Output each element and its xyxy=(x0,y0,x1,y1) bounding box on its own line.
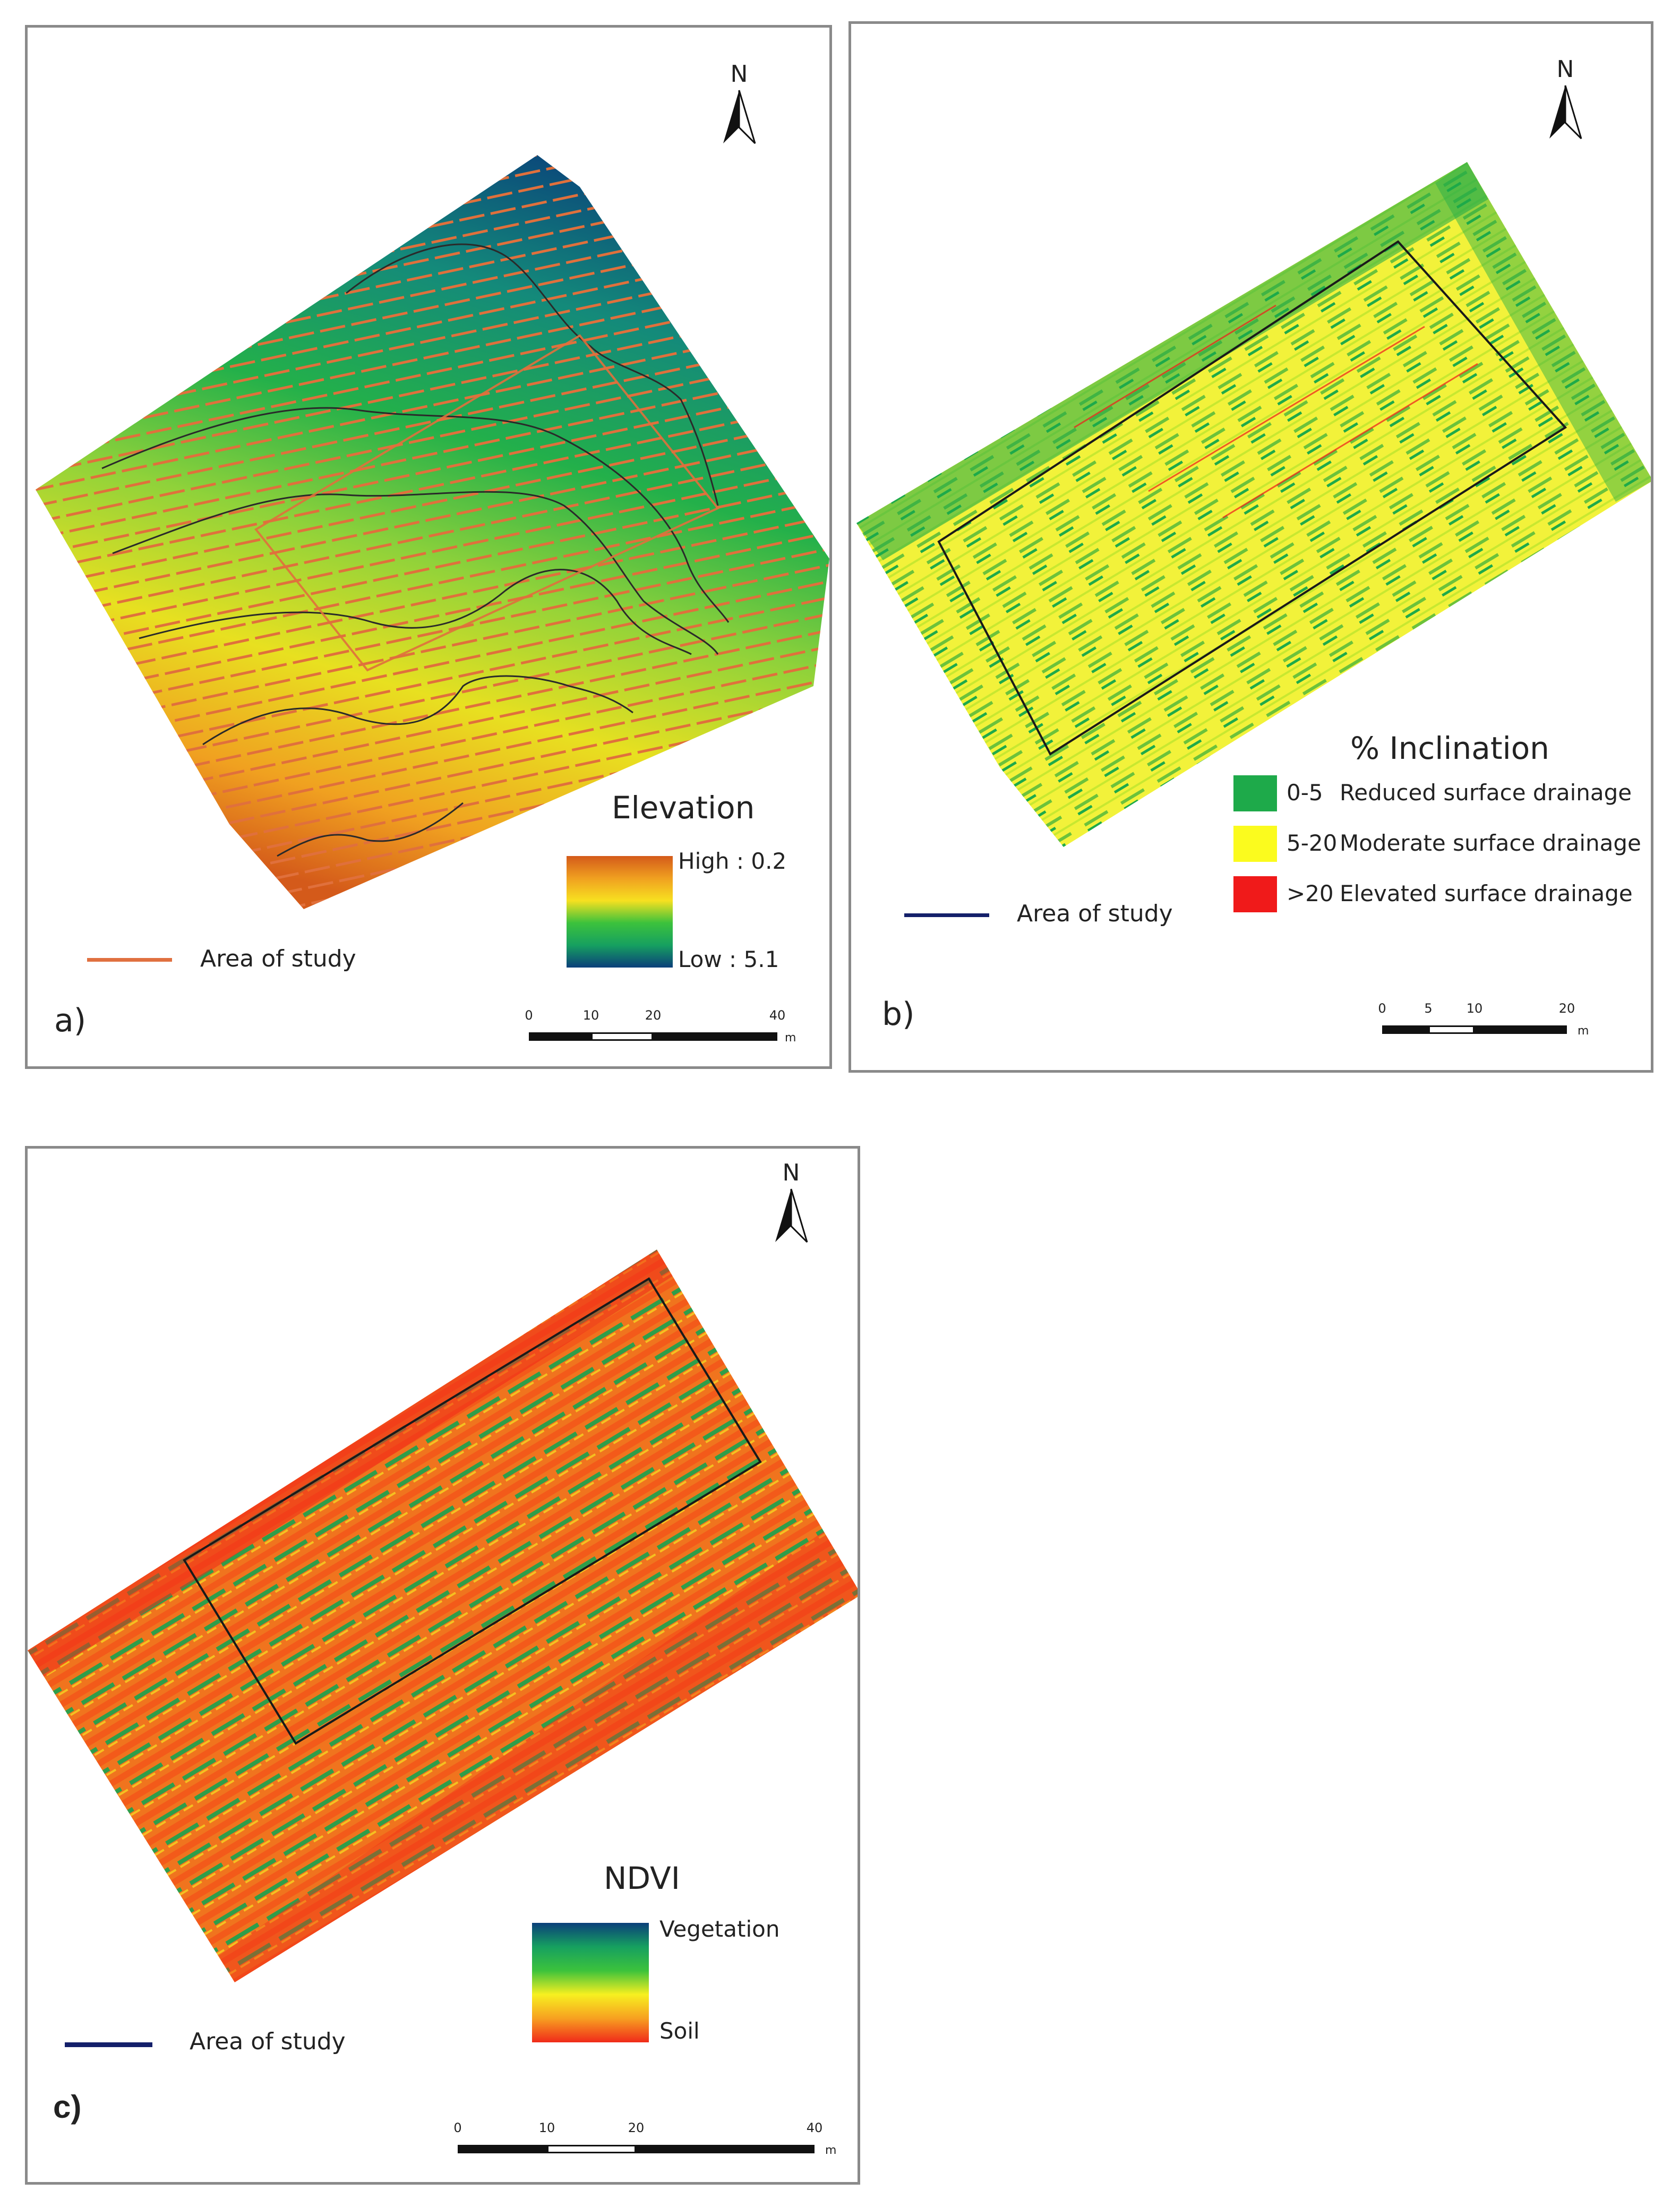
class-description: Moderate surface drainage xyxy=(1340,830,1641,856)
scale-tick: 10 xyxy=(1466,1001,1483,1016)
elevation-color-ramp xyxy=(567,856,673,968)
panel-b-inclination-map: N % Inclination 0-5 Reduced surface drai… xyxy=(848,21,1653,1073)
scale-tick: 20 xyxy=(1558,1001,1575,1016)
scale-segment xyxy=(636,2145,815,2153)
scale-segment xyxy=(458,2145,547,2153)
inclination-class-row: 5-20 Moderate surface drainage xyxy=(1233,826,1648,862)
elevation-raster xyxy=(36,155,829,909)
inclination-class-row: >20 Elevated surface drainage xyxy=(1233,876,1648,912)
class-swatch xyxy=(1233,876,1277,912)
class-swatch xyxy=(1233,826,1277,862)
north-arrow-icon xyxy=(775,1188,808,1243)
study-area-label: Area of study xyxy=(1017,900,1173,927)
north-label: N xyxy=(1556,56,1574,83)
panel-label: b) xyxy=(882,996,915,1033)
scale-tick: 10 xyxy=(538,2120,555,2135)
scale-segment xyxy=(1382,1025,1428,1034)
legend-title: Elevation xyxy=(612,790,755,826)
class-description: Reduced surface drainage xyxy=(1340,780,1632,806)
scale-unit: m xyxy=(1578,1024,1589,1038)
north-arrow: N xyxy=(1541,56,1589,143)
class-swatch xyxy=(1233,775,1277,811)
ramp-high-label: High : 0.2 xyxy=(678,848,787,874)
scale-tick: 10 xyxy=(582,1008,599,1023)
class-range: 5-20 xyxy=(1287,830,1338,856)
scale-bar: 0 10 20 40 m xyxy=(524,1008,829,1050)
class-description: Elevated surface drainage xyxy=(1340,880,1633,906)
scale-tick: 20 xyxy=(645,1008,662,1023)
panel-label: a) xyxy=(54,1002,87,1039)
study-area-line-symbol xyxy=(65,2042,152,2047)
scale-tick: 20 xyxy=(628,2120,645,2135)
study-area-label: Area of study xyxy=(190,2028,346,2055)
inclination-class-row: 0-5 Reduced surface drainage xyxy=(1233,775,1648,811)
legend-title: % Inclination xyxy=(1350,730,1549,766)
scale-tick: 0 xyxy=(453,2120,462,2135)
north-arrow-icon xyxy=(1549,85,1582,140)
scale-tick: 5 xyxy=(1424,1001,1433,1016)
north-arrow: N xyxy=(767,1159,815,1247)
north-arrow-icon xyxy=(723,90,756,144)
scale-segment xyxy=(591,1032,653,1041)
scale-unit: m xyxy=(785,1031,796,1045)
ndvi-raster xyxy=(28,1250,858,1982)
scale-bar: 0 5 10 20 m xyxy=(1377,1001,1632,1043)
inclination-raster xyxy=(856,162,1651,847)
scale-segment xyxy=(547,2145,636,2153)
legend-title: NDVI xyxy=(604,1860,680,1896)
scale-segment xyxy=(1475,1025,1567,1034)
study-area-label: Area of study xyxy=(200,945,356,972)
scale-segment xyxy=(1428,1025,1475,1034)
scale-tick: 0 xyxy=(1378,1001,1386,1016)
study-area-line-symbol xyxy=(87,958,172,962)
class-range: 0-5 xyxy=(1287,780,1323,806)
scale-tick: 40 xyxy=(769,1008,786,1023)
ndvi-color-ramp xyxy=(532,1923,649,2042)
scale-tick: 40 xyxy=(806,2120,823,2135)
panel-label: c) xyxy=(53,2089,82,2125)
scale-segment xyxy=(529,1032,591,1041)
panel-c-ndvi-map: N NDVI Vegetation Soil Area of study c) … xyxy=(25,1146,860,2185)
north-label: N xyxy=(730,61,748,88)
north-label: N xyxy=(782,1159,800,1186)
north-arrow: N xyxy=(715,61,763,148)
scale-segment xyxy=(653,1032,777,1041)
scale-unit: m xyxy=(825,2144,837,2157)
panel-a-elevation-map: N Elevation High : 0.2 Low : 5.1 Area of… xyxy=(25,25,832,1069)
scale-tick: 0 xyxy=(525,1008,533,1023)
ramp-high-label: Vegetation xyxy=(659,1916,780,1942)
ramp-low-label: Soil xyxy=(659,2018,700,2044)
scale-bar: 0 10 20 40 m xyxy=(452,2120,845,2163)
class-range: >20 xyxy=(1287,880,1334,906)
study-area-line-symbol xyxy=(904,913,989,917)
ramp-low-label: Low : 5.1 xyxy=(678,946,779,972)
